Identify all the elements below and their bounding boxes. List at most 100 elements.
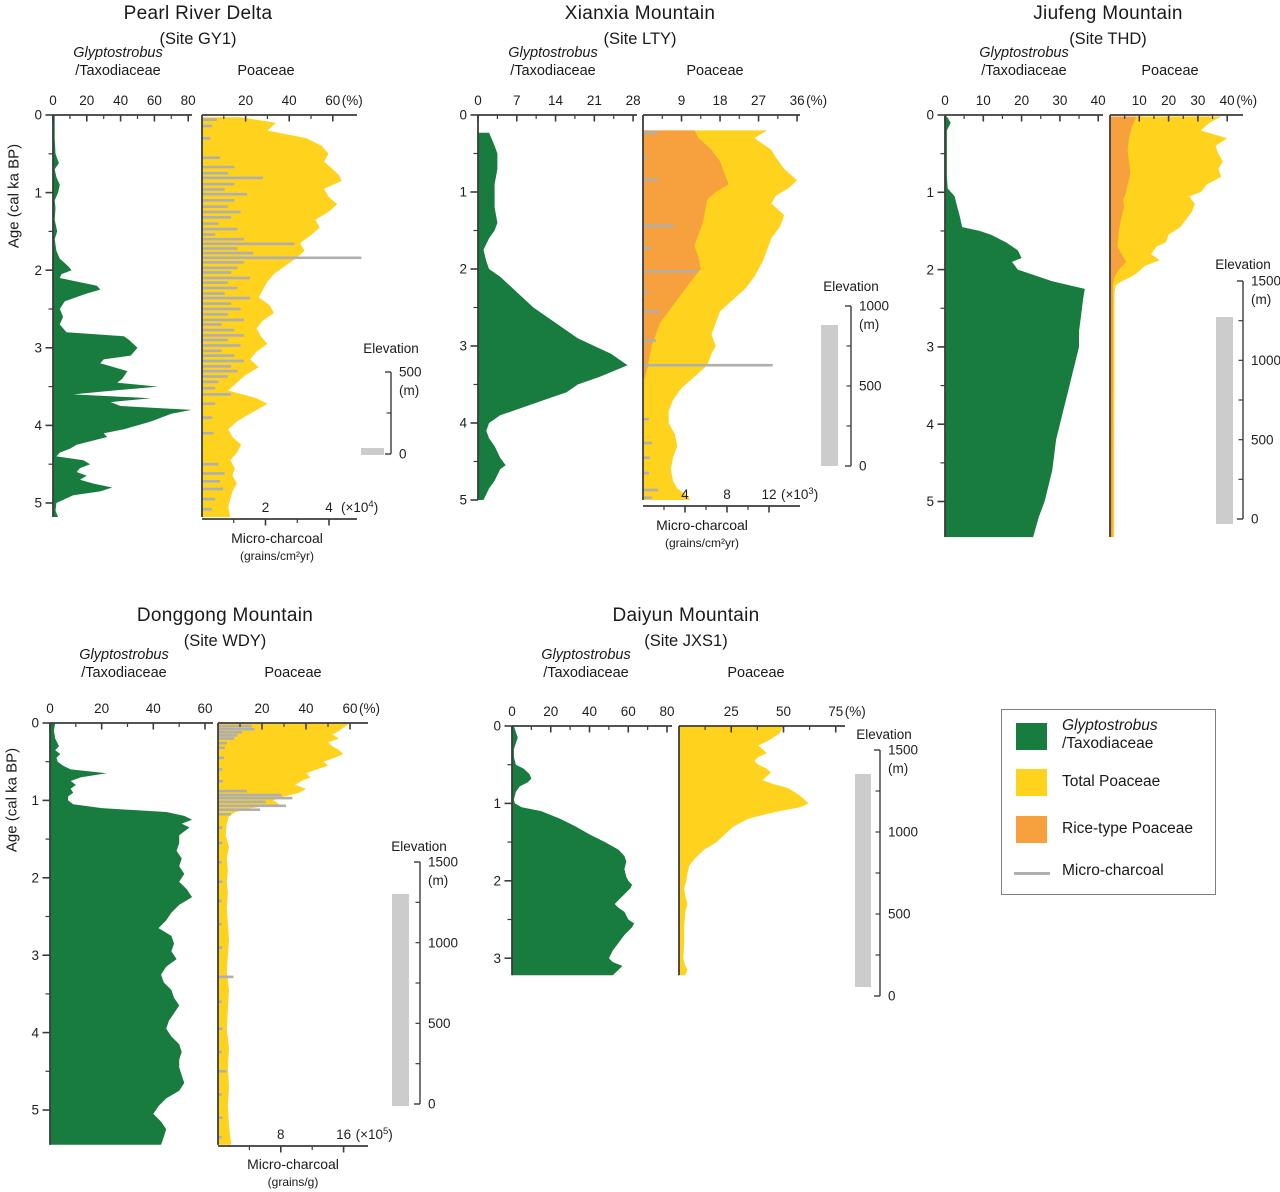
panel-thd-title: Jiufeng Mountain: [1033, 3, 1183, 24]
panel-jxs1-total-poaceae-silhouette: [679, 726, 809, 976]
svg-text:20: 20: [1161, 93, 1176, 108]
micro-charcoal-bar: [202, 118, 217, 121]
legend-swatch-glyptostrobus: [1016, 723, 1047, 750]
micro-charcoal-bar: [218, 1093, 222, 1096]
panel-lty-charcoal-label: Micro-charcoal: [656, 517, 748, 533]
svg-text:4: 4: [681, 487, 689, 502]
svg-text:40: 40: [113, 93, 128, 108]
svg-text:4: 4: [31, 1025, 39, 1040]
micro-charcoal-bar: [202, 338, 228, 342]
svg-text:5: 5: [459, 493, 467, 508]
panel-thd-site: (Site THD): [1069, 30, 1147, 48]
micro-charcoal-bar: [202, 313, 228, 316]
panel-wdy-glyptostrobus-silhouette: [50, 723, 193, 1145]
age-axis-label-top: Age (cal ka BP): [5, 143, 23, 249]
micro-charcoal-bar: [218, 756, 224, 760]
panel-jxs1: 0 20 40 60 80 25 50 75 (%) 0 1 2 3 1500 1000 500 0 (m): [493, 704, 918, 1004]
svg-text:60: 60: [325, 93, 340, 108]
panel-gy1-elevation-label: Elevation: [363, 341, 419, 356]
micro-charcoal-bar: [202, 247, 238, 250]
svg-text:60: 60: [197, 701, 212, 716]
svg-text:(%): (%): [359, 701, 380, 716]
svg-text:3: 3: [31, 948, 39, 963]
micro-charcoal-bar: [202, 256, 362, 260]
svg-text:2: 2: [262, 500, 270, 515]
legend-label-glyptostrobus: Glyptostrobus/Taxodiaceae: [1062, 717, 1158, 752]
svg-text:500: 500: [859, 379, 882, 394]
micro-charcoal-bar: [202, 271, 232, 274]
svg-text:0: 0: [859, 459, 867, 474]
micro-charcoal-bar: [218, 800, 266, 804]
panel-thd: 0 10 20 30 40 10 20 30 40 (%)012345150010005000(m…: [926, 93, 1280, 538]
svg-text:14: 14: [548, 93, 564, 108]
svg-text:1000: 1000: [888, 825, 918, 840]
panel-thd-elevation-band: [1216, 317, 1233, 524]
svg-text:36: 36: [790, 93, 805, 108]
panel-gy1-charcoal-label: Micro-charcoal: [231, 530, 323, 546]
panel-wdy-elevation-label: Elevation: [391, 839, 447, 854]
svg-text:30: 30: [1190, 93, 1205, 108]
svg-text:10: 10: [1132, 93, 1147, 108]
panel-thd-taxon1-label: Glyptostrobus/Taxodiaceae: [979, 45, 1069, 79]
svg-text:4: 4: [926, 417, 934, 432]
micro-charcoal-bar: [218, 746, 225, 750]
micro-charcoal-bar: [218, 727, 255, 731]
svg-text:0: 0: [474, 93, 482, 108]
micro-charcoal-bar: [218, 899, 222, 903]
micro-charcoal-bar: [218, 1050, 222, 1054]
svg-text:4: 4: [459, 416, 467, 431]
panel-lty-rice-poaceae-silhouette: [643, 130, 729, 381]
svg-text:0: 0: [493, 719, 501, 734]
svg-text:8: 8: [723, 487, 731, 502]
svg-text:40: 40: [298, 701, 313, 716]
svg-text:1: 1: [493, 796, 501, 811]
svg-text:2: 2: [926, 262, 934, 277]
micro-charcoal-bar: [202, 281, 228, 284]
svg-text:20: 20: [543, 704, 558, 719]
svg-text:8: 8: [277, 1127, 285, 1142]
svg-text:10: 10: [976, 93, 991, 108]
micro-charcoal-bar: [202, 328, 235, 332]
panel-wdy-total-poaceae-silhouette: [218, 723, 350, 1145]
micro-charcoal-bar: [202, 199, 235, 202]
micro-charcoal-bar: [202, 380, 219, 384]
svg-text:40: 40: [146, 701, 161, 716]
panel-lty-charcoal-units: (grains/cm²yr): [665, 536, 739, 550]
panel-jxs1-title: Daiyun Mountain: [612, 605, 760, 626]
micro-charcoal-bar: [218, 768, 223, 771]
svg-text:0: 0: [1251, 512, 1259, 527]
micro-charcoal-bar: [202, 318, 244, 322]
svg-text:0: 0: [508, 704, 516, 719]
svg-text:80: 80: [181, 93, 196, 108]
svg-text:4: 4: [34, 418, 42, 433]
svg-text:16: 16: [336, 1127, 351, 1142]
micro-charcoal-bar: [202, 237, 244, 241]
svg-text:0: 0: [888, 989, 896, 1004]
micro-charcoal-bar: [218, 922, 222, 926]
micro-charcoal-bar: [218, 880, 223, 883]
panel-gy1-taxon1-label: Glyptostrobus/Taxodiaceae: [73, 45, 163, 79]
svg-text:(%): (%): [845, 704, 866, 719]
svg-text:3: 3: [926, 340, 934, 355]
micro-charcoal-bar: [218, 1027, 223, 1030]
micro-charcoal-bar: [202, 188, 225, 191]
micro-charcoal-bar: [218, 946, 223, 949]
micro-charcoal-bar: [218, 826, 223, 829]
svg-text:20: 20: [79, 93, 94, 108]
legend-swatch-micro-charcoal: [1014, 872, 1050, 875]
micro-charcoal-bar: [202, 251, 254, 255]
micro-charcoal-bar: [218, 841, 223, 845]
svg-text:25: 25: [724, 704, 739, 719]
svg-text:(×104): (×104): [341, 499, 378, 515]
micro-charcoal-bar: [202, 192, 247, 196]
svg-text:(×103): (×103): [781, 486, 818, 502]
micro-charcoal-bar: [202, 431, 214, 435]
svg-text:0: 0: [428, 1097, 436, 1112]
micro-charcoal-bar: [202, 375, 228, 378]
svg-text:21: 21: [587, 93, 602, 108]
panel-gy1-site: (Site GY1): [159, 30, 237, 48]
legend-label-total-poaceae: Total Poaceae: [1062, 773, 1161, 790]
